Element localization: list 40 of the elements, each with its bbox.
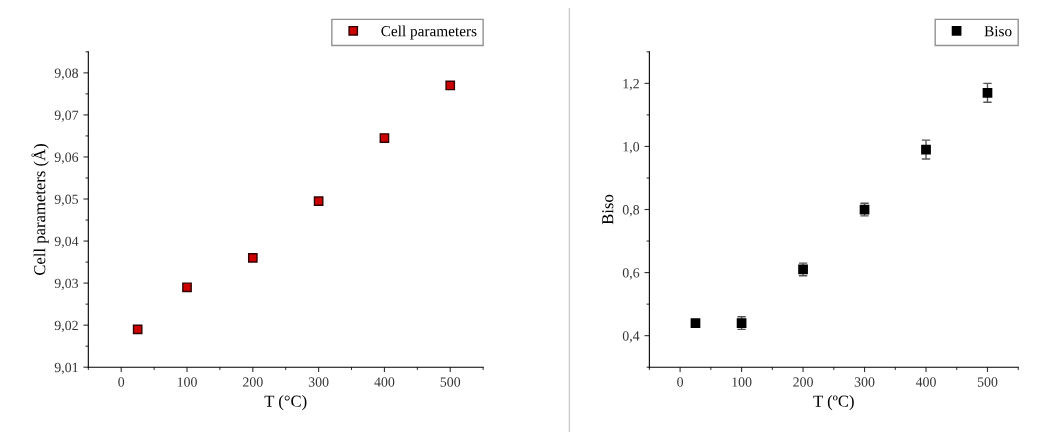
point xyxy=(313,196,324,206)
x-tick-label: 200 xyxy=(793,377,813,387)
point xyxy=(445,80,456,91)
x-axis-title: T (°C) xyxy=(264,395,307,411)
point xyxy=(247,253,258,263)
y-tick-label: 0,4 xyxy=(622,331,640,343)
x-axis-title: T (ºC) xyxy=(813,395,854,411)
x-tick-label: 400 xyxy=(915,377,936,387)
y-tick-label: 9,01 xyxy=(54,362,78,375)
x-tick-label: 500 xyxy=(440,377,461,387)
y-tick-label: 9,08 xyxy=(54,68,79,80)
point xyxy=(379,133,390,143)
point xyxy=(132,324,143,335)
x-tick-label: 200 xyxy=(243,377,263,387)
x-tick-label: 100 xyxy=(732,377,752,387)
point xyxy=(690,318,701,328)
y-tick-label: 1,0 xyxy=(623,142,640,154)
y-tick-label: 0,8 xyxy=(622,205,640,217)
y-tick-label: 9,05 xyxy=(54,194,79,206)
point xyxy=(182,282,192,293)
legend-label: Biso xyxy=(984,26,1012,37)
point xyxy=(982,87,993,98)
y-tick-label: 9,02 xyxy=(54,320,78,333)
x-tick-label: 0 xyxy=(118,377,125,387)
x-tick-label: 400 xyxy=(374,377,395,387)
x-tick-label: 300 xyxy=(854,377,875,387)
legend-label: Cell parameters xyxy=(381,25,477,40)
x-tick-label: 100 xyxy=(177,377,197,387)
y-axis-title: Biso xyxy=(602,194,614,225)
y-tick-label: 9,03 xyxy=(54,278,79,291)
point xyxy=(921,144,931,155)
y-tick-label: 9,04 xyxy=(54,236,79,249)
y-tick-label: 1,2 xyxy=(623,79,639,91)
y-tick-label: 0,6 xyxy=(622,268,640,280)
x-tick-label: 500 xyxy=(977,377,998,387)
y-axis-title: Cell parameters (Å) xyxy=(31,144,49,276)
y-tick-label: 9,07 xyxy=(54,110,79,122)
x-tick-label: 0 xyxy=(677,377,684,387)
x-tick-label: 300 xyxy=(308,377,329,387)
y-tick-label: 9,06 xyxy=(54,152,79,164)
